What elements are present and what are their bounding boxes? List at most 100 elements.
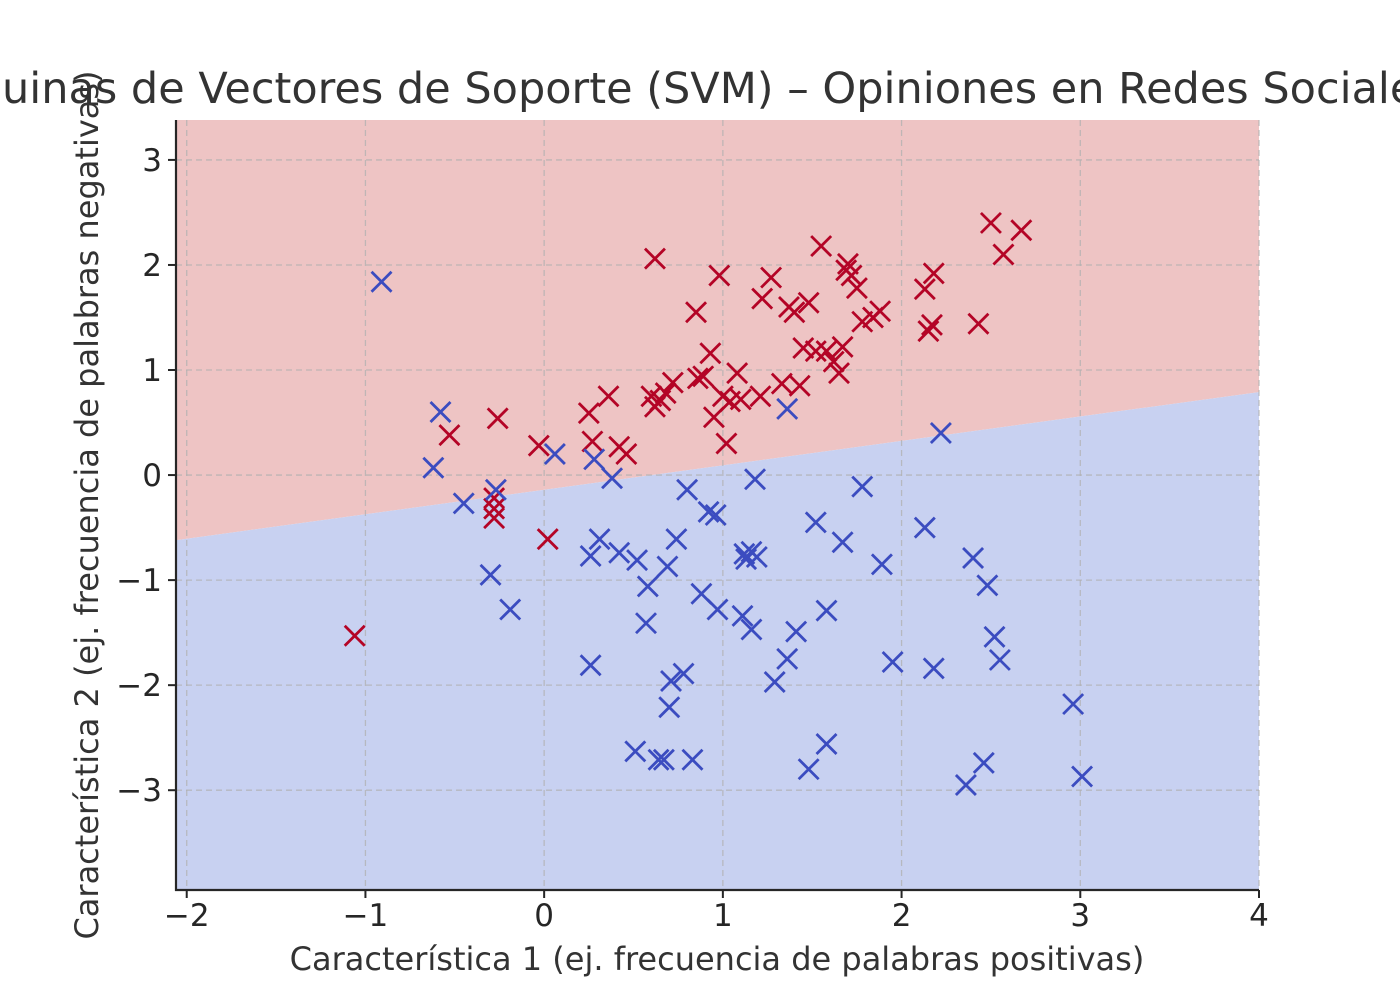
point-s0-43 [828,362,851,385]
point-s0-56 [967,312,990,335]
point-s0-12 [615,443,638,466]
point-s1-44 [815,599,838,622]
point-s0-30 [749,385,772,408]
point-s1-21 [665,528,688,551]
point-s1-5 [479,563,502,586]
point-s0-44 [831,335,854,358]
point-s1-26 [681,748,704,771]
point-s1-17 [624,740,647,763]
point-s1-58 [988,648,1011,671]
point-s0-29 [729,388,752,411]
point-s1-19 [652,748,675,771]
point-s1-18 [647,748,670,771]
point-s1-49 [881,651,904,674]
point-s1-0 [370,270,393,293]
point-s1-59 [1062,693,1085,716]
point-s1-13 [608,541,631,564]
point-s1-23 [672,662,695,685]
point-s1-35 [744,468,767,491]
x-axis-label: Característica 1 (ej. frecuencia de pala… [290,940,1145,978]
point-s0-37 [792,336,815,359]
point-s1-56 [976,574,999,597]
point-s0-51 [869,300,892,323]
point-s0-28 [726,362,749,385]
point-s1-3 [452,492,475,515]
point-s1-51 [922,657,945,680]
point-s1-52 [929,422,952,445]
point-s0-52 [913,278,936,301]
y-tick-label-4: 1 [142,353,162,389]
point-s1-15 [636,575,659,598]
point-s0-39 [804,340,827,363]
point-s0-58 [992,243,1015,266]
point-s1-29 [704,503,727,526]
point-s0-5 [483,507,506,530]
y-tick-label-5: 2 [142,248,162,284]
point-s1-9 [588,528,611,551]
point-s1-24 [658,696,681,719]
point-s1-39 [776,647,799,670]
point-s1-42 [804,511,827,534]
point-s1-10 [579,544,602,567]
point-s0-47 [840,264,863,287]
point-s1-46 [831,531,854,554]
point-s1-14 [626,549,649,572]
point-s1-12 [601,467,624,490]
point-s0-32 [760,266,783,289]
axes [174,120,1259,892]
point-s1-30 [706,598,729,621]
point-s0-26 [715,432,738,455]
grid-lines [176,120,1260,890]
point-s1-16 [635,612,658,635]
point-s1-25 [676,478,699,501]
point-s1-53 [954,773,977,796]
y-tick-label-6: 3 [142,143,162,179]
y-ticks: −3 −2 −1 0 1 2 3 [116,143,176,809]
point-s0-40 [810,235,833,258]
point-s1-20 [656,555,679,578]
point-s0-10 [597,385,620,408]
x-ticks: −2 −1 0 1 2 3 4 [164,890,1269,934]
point-s0-41 [815,340,838,363]
point-s1-47 [851,475,874,498]
point-s0-18 [661,371,684,394]
point-s0-31 [751,287,774,310]
point-s1-11 [579,654,602,677]
point-s1-22 [660,669,683,692]
point-s1-55 [972,751,995,774]
point-s0-17 [654,382,677,405]
point-s1-7 [543,443,566,466]
point-s1-54 [962,547,985,570]
point-s0-24 [708,264,731,287]
x-tick-label-1: −1 [343,898,389,934]
point-s0-20 [686,367,709,390]
point-s1-6 [499,598,522,621]
point-s1-60 [1071,765,1094,788]
point-s1-37 [740,618,763,641]
point-s0-48 [845,277,868,300]
point-s0-38 [797,291,820,314]
point-s1-36 [731,604,754,627]
x-tick-label-3: 1 [713,898,733,934]
point-s0-9 [581,430,604,453]
point-s0-1 [438,424,461,447]
point-s1-28 [697,500,720,523]
point-s0-0 [343,624,366,647]
y-tick-label-3: 0 [142,458,162,494]
point-s0-13 [643,247,666,270]
point-s1-43 [797,758,820,781]
x-tick-label-0: −2 [164,898,210,934]
point-s0-42 [822,350,845,373]
point-s0-7 [536,528,559,551]
point-s0-57 [979,211,1002,234]
point-s0-8 [577,402,600,425]
point-s1-41 [785,620,808,643]
point-s0-36 [788,374,811,397]
point-s1-38 [763,671,786,693]
chart-title: Máquinas de Vectores de Soporte (SVM) – … [0,64,1400,114]
y-axis-label: Característica 2 (ej. frecuencia de pala… [68,70,106,939]
point-s1-45 [815,732,838,755]
point-s0-55 [922,262,945,285]
point-s1-48 [870,553,893,576]
point-s0-33 [770,372,793,395]
